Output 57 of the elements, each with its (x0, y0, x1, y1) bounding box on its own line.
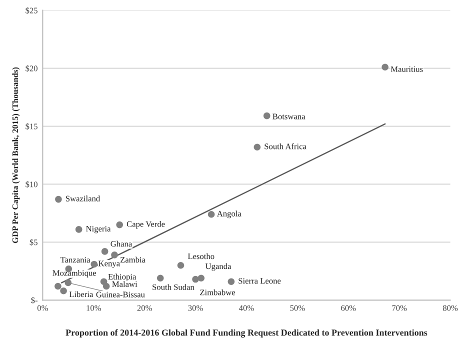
annotation: Zimbabwe (200, 289, 236, 296)
y-tick-label: $10 (26, 181, 38, 188)
point (116, 221, 124, 228)
annotation: Tanzania (60, 257, 90, 263)
y-tick-label: $- (31, 297, 38, 304)
annotation: Cape Verde (126, 221, 165, 229)
annotation: Sierra Leone (238, 278, 281, 284)
point (208, 210, 215, 218)
y-tick-label: $25 (26, 7, 38, 14)
point (90, 260, 98, 268)
point (156, 274, 164, 282)
x-tick-label: 40% (239, 305, 254, 311)
x-axis-title: Proportion of 2014-2016 Global Fund Funding Request Dedicated to Prevention Interventions (66, 329, 428, 338)
point (54, 282, 62, 290)
annotation: Zambia (120, 256, 146, 263)
x-tick-label: 20% (137, 305, 152, 311)
annotation: Guinea-Bissau (96, 292, 145, 298)
annotation: Uganda (205, 263, 232, 271)
x-tick-label: 60% (341, 305, 356, 311)
point (382, 64, 388, 71)
annotation: Ghana (110, 240, 132, 247)
point (55, 196, 62, 203)
point (177, 262, 184, 269)
annotation: Liberia (69, 291, 94, 298)
annotation: South Sudan (152, 284, 194, 290)
x-tick-label: 50% (290, 305, 305, 311)
annotation: Mozambique (52, 270, 96, 278)
annotation: Lesotho (188, 253, 214, 260)
point (228, 278, 235, 286)
annotation: Nigeria (86, 226, 111, 234)
point (198, 274, 205, 282)
x-tick-label: 30% (188, 305, 203, 311)
annotation: Ethiopia (108, 274, 136, 282)
point (75, 226, 82, 233)
annotation: Swaziland (66, 196, 100, 202)
x-tick-label: 0% (37, 305, 48, 311)
point (254, 144, 261, 151)
point (102, 282, 110, 290)
point (192, 276, 199, 283)
y-axis-title: GDP Per Capita (World Bank, 2015) (Thousands) (12, 67, 20, 244)
annotation: Malawi (112, 281, 138, 287)
x-tick-label: 70% (392, 305, 407, 311)
point (101, 248, 108, 255)
point (60, 287, 67, 294)
annotation: South Africa (264, 143, 306, 150)
annotation: Botswana (272, 114, 306, 120)
annotation: Angola (216, 210, 242, 218)
point (64, 279, 72, 286)
point (111, 252, 118, 258)
y-tick-label: $20 (26, 65, 38, 72)
x-tick-label: 80% (442, 305, 458, 311)
point (263, 112, 270, 120)
y-tick-label: $15 (26, 123, 38, 130)
x-tick-label: 10% (86, 305, 101, 311)
annotation: Kenya (98, 260, 120, 268)
annotation: Mauritius (390, 66, 423, 72)
y-tick-label: $5 (30, 239, 38, 246)
